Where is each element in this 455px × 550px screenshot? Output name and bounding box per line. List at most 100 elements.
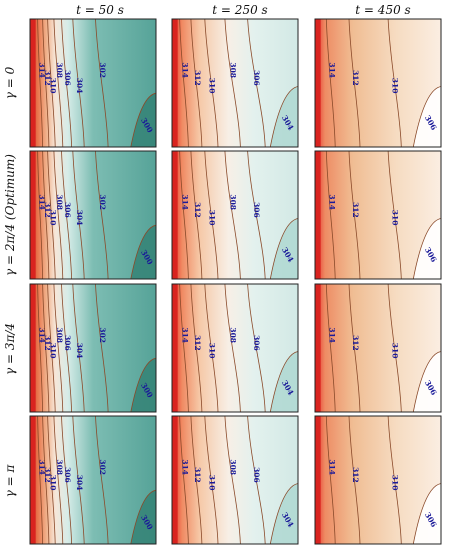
panel-frame	[29, 150, 157, 280]
contour-line	[325, 150, 336, 280]
panel-frame	[314, 150, 442, 280]
contour-label: 308	[55, 62, 64, 78]
contour-label: 310	[391, 475, 400, 491]
contour-line	[224, 283, 241, 413]
contour-line	[72, 150, 85, 280]
panel-frame	[171, 415, 299, 545]
contour-label: 308	[228, 194, 237, 210]
contour-label: 304	[75, 343, 84, 359]
contour-line	[190, 150, 203, 280]
contour-label: 314	[327, 194, 336, 210]
hot-wall	[172, 151, 178, 279]
contour-line	[37, 415, 43, 545]
contour-label: 310	[391, 210, 400, 226]
contour-line	[348, 18, 361, 148]
column-title: t = 50 s	[76, 3, 124, 17]
contour-line	[325, 415, 336, 545]
contour-line	[47, 415, 56, 545]
contour-label: 308	[228, 327, 237, 343]
panel-frame	[29, 415, 157, 545]
contour-label: 310	[48, 475, 57, 491]
contour-label: 312	[43, 335, 52, 351]
contour-label: 302	[98, 194, 107, 210]
contour-line	[42, 150, 50, 280]
contour-line	[387, 18, 402, 148]
contour-label: 312	[351, 70, 360, 86]
contour-line	[204, 18, 219, 148]
contour-line	[348, 283, 361, 413]
contour-line	[190, 415, 203, 545]
contour-label: 314	[37, 194, 46, 210]
contour-line	[224, 18, 241, 148]
contour-label: 310	[207, 210, 216, 226]
row-title: γ = π	[3, 464, 17, 498]
column-title: t = 450 s	[355, 3, 410, 17]
contour-label: 314	[181, 62, 190, 78]
contour-line	[37, 150, 43, 280]
contour-label: 306	[63, 467, 72, 483]
contour-label: 310	[48, 78, 57, 94]
contour-line	[387, 150, 402, 280]
contour-line	[47, 150, 56, 280]
contour-line	[325, 18, 336, 148]
contour-label: 308	[228, 459, 237, 475]
contour-label: 310	[391, 343, 400, 359]
contour-line	[61, 415, 72, 545]
contour-line	[95, 18, 109, 148]
contour-label: 308	[55, 194, 64, 210]
panel-frame	[171, 283, 299, 413]
contour-line	[37, 18, 43, 148]
contour-line	[204, 283, 219, 413]
hot-wall	[315, 19, 321, 147]
contour-label: 306	[252, 70, 261, 86]
hot-wall	[172, 284, 178, 412]
contour-label: 312	[351, 467, 360, 483]
contour-line	[247, 150, 266, 280]
contour-label: 312	[193, 335, 202, 351]
hot-wall	[315, 151, 321, 279]
hot-wall	[30, 151, 36, 279]
contour-label: 308	[55, 327, 64, 343]
contour-line	[95, 150, 109, 280]
contour-line	[61, 283, 72, 413]
hot-wall	[172, 416, 178, 544]
contour-line	[61, 150, 72, 280]
hot-wall	[30, 416, 36, 544]
contour-label: 306	[63, 70, 72, 86]
contour-line	[190, 18, 203, 148]
panel-frame	[29, 283, 157, 413]
contour-line	[247, 18, 266, 148]
contour-line	[72, 415, 85, 545]
contour-line	[387, 283, 402, 413]
panel-frame	[314, 415, 442, 545]
contour-label: 310	[207, 475, 216, 491]
contour-line	[224, 150, 241, 280]
contour-label: 312	[43, 70, 52, 86]
contour-line	[325, 283, 336, 413]
contour-line	[179, 150, 189, 280]
contour-line	[53, 415, 64, 545]
contour-line	[53, 18, 64, 148]
contour-label: 306	[63, 335, 72, 351]
contour-line	[387, 415, 402, 545]
contour-line	[47, 283, 56, 413]
panel-frame	[314, 283, 442, 413]
row-title: γ = 2π/4 (Optimum)	[3, 154, 17, 276]
contour-label: 312	[193, 202, 202, 218]
contour-label: 304	[75, 210, 84, 226]
contour-line	[179, 18, 189, 148]
hot-wall	[30, 19, 36, 147]
contour-line	[42, 283, 50, 413]
contour-label: 308	[228, 62, 237, 78]
hot-wall	[315, 284, 321, 412]
column-title: t = 250 s	[212, 3, 267, 17]
contour-line	[224, 415, 241, 545]
contour-label: 304	[75, 78, 84, 94]
